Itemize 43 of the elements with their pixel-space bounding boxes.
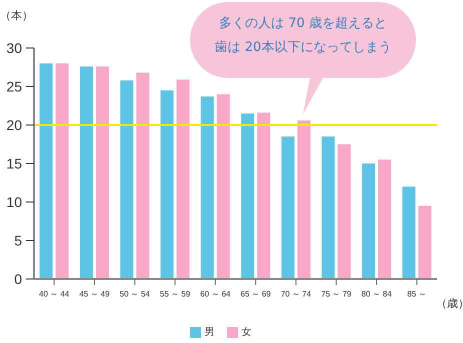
- bar: [160, 90, 174, 279]
- bar: [322, 136, 335, 279]
- y-tick-label: 25: [6, 78, 22, 94]
- bar: [216, 94, 230, 279]
- bar: [200, 96, 214, 279]
- x-tick-label: 70 ～ 74: [280, 290, 312, 299]
- legend-label: 女: [242, 326, 252, 339]
- bar: [176, 80, 190, 279]
- bar: [362, 164, 376, 279]
- x-tick-label: 75 ～ 79: [321, 290, 352, 299]
- bar: [40, 63, 53, 279]
- annotation: 歯は 20本以下になってしまう: [214, 39, 392, 56]
- x-tick-label: 80 ～ 84: [361, 290, 392, 299]
- y-tick-label: 20: [6, 116, 22, 133]
- bar: [297, 120, 310, 279]
- bar: [281, 136, 294, 279]
- text: 多くの人は 70 歳を超えると: [218, 15, 388, 32]
- x-tick-label: 65 ～ 69: [240, 290, 272, 299]
- bar: [418, 206, 432, 279]
- bar: [257, 112, 270, 279]
- x-axis-title: （歳）: [436, 296, 463, 311]
- bar: [338, 144, 351, 279]
- x-tick-label: 60 ～ 64: [200, 290, 232, 299]
- bar: [96, 66, 109, 279]
- y-tick-label: 10: [6, 194, 22, 210]
- bar: [378, 160, 392, 279]
- x-tick-label: 85 ～: [407, 290, 426, 299]
- y-tick-label: 0: [14, 270, 22, 287]
- bar: [402, 186, 416, 279]
- x-tick-label: 55 ～ 59: [160, 290, 191, 299]
- legend-label: 男: [204, 326, 214, 339]
- y-tick-label: 5: [14, 232, 22, 248]
- x-tick-label: 50 ～ 54: [120, 290, 150, 299]
- x-tick-label: 45 ～ 49: [79, 290, 110, 299]
- y-tick-label: 30: [6, 40, 22, 56]
- y-tick-label: 15: [6, 155, 22, 172]
- x-tick-label: 40 ～ 44: [39, 290, 70, 299]
- bar: [80, 66, 93, 279]
- y-axis-title: （本）: [0, 8, 33, 23]
- bar: [241, 113, 254, 279]
- bar: [56, 63, 69, 279]
- bar: [136, 72, 150, 279]
- bar: [120, 80, 134, 279]
